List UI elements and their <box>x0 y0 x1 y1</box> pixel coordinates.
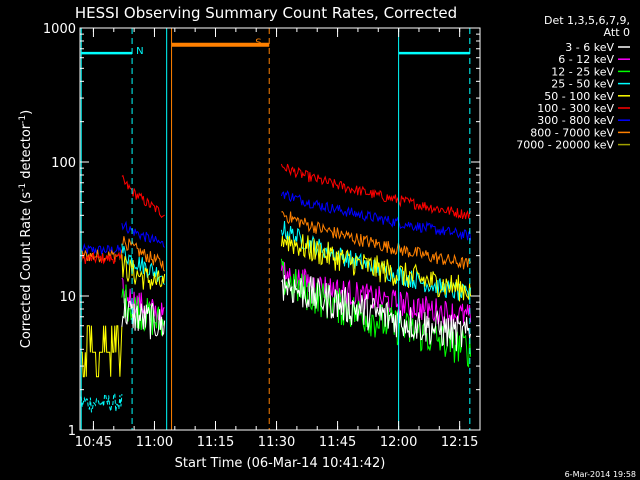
series-line-yellow-segment-2 <box>121 254 166 290</box>
series-line-blue-segment-2 <box>121 220 165 248</box>
legend-header-1: Det 1,3,5,6,7,9, <box>544 14 630 27</box>
flag-label-N: N <box>136 46 143 57</box>
series-line-yellow-segment-3 <box>280 234 472 302</box>
x-tick-label: 10:45 <box>75 435 112 450</box>
legend-header-2: Att 0 <box>604 26 630 39</box>
y-axis-label: Corrected Count Rate (s-1 detector-1) <box>18 110 34 348</box>
legend-entry-label: 7000 - 20000 keV <box>516 139 614 152</box>
x-tick-label: 11:00 <box>136 435 173 450</box>
legend-entry-label: 50 - 100 keV <box>544 90 614 103</box>
plot-axes: 10:45 11:00 11:15 11:30 11:45 12:00 12:15 1 10 10… <box>43 22 481 450</box>
y-tick-label: 10 <box>59 290 76 305</box>
legend-entry-label: 25 - 50 keV <box>551 78 614 91</box>
series-line-cyan-segment-2 <box>121 243 165 285</box>
legend-entry-label: 300 - 800 keV <box>537 114 614 127</box>
series-line-cyan-segment-1 <box>80 392 123 414</box>
plot-area <box>80 28 472 430</box>
plot-frame <box>79 27 481 431</box>
series-line-green-segment-3 <box>280 258 472 368</box>
series-line-red-segment-1 <box>80 251 123 265</box>
x-axis-label: Start Time (06-Mar-14 10:41:42) <box>175 456 386 471</box>
series-line-red-segment-3 <box>280 163 472 220</box>
series-line-orange-segment-3 <box>281 210 472 270</box>
series-line-orange-segment-2 <box>121 236 165 272</box>
x-tick-label: 12:00 <box>380 435 417 450</box>
y-tick-label: 1000 <box>43 22 76 37</box>
legend-entry-label: 3 - 6 keV <box>565 41 614 54</box>
series-line-white-segment-2 <box>121 298 166 340</box>
series-line-cyan-segment-3 <box>280 220 472 301</box>
legend-entry-label: 800 - 7000 keV <box>530 126 614 139</box>
x-tick-label: 11:45 <box>319 435 356 450</box>
legend-entry-label: 12 - 25 keV <box>551 65 614 78</box>
y-tick-label: 1 <box>68 424 76 439</box>
y-tick-label: 100 <box>51 156 76 171</box>
chart-title: HESSI Observing Summary Count Rates, Cor… <box>75 4 457 22</box>
series-line-blue-segment-1 <box>80 242 123 255</box>
x-tick-label: 11:15 <box>197 435 234 450</box>
flag-label-S: S <box>255 38 261 49</box>
x-tick-label: 12:15 <box>441 435 478 450</box>
series-line-red-segment-2 <box>121 174 165 219</box>
series-line-yellow-segment-1 <box>81 325 123 378</box>
generated-date: 6-Mar-2014 19:58 <box>565 470 636 479</box>
legend-entry-label: 100 - 300 keV <box>537 102 614 115</box>
y-axis-label-text: Corrected Count Rate (s-1 detector-1) <box>18 110 34 348</box>
series-line-blue-segment-3 <box>280 190 472 241</box>
legend-entry-label: 6 - 12 keV <box>558 53 614 66</box>
x-tick-label: 11:30 <box>258 435 295 450</box>
series-line-white-segment-3 <box>280 274 472 351</box>
